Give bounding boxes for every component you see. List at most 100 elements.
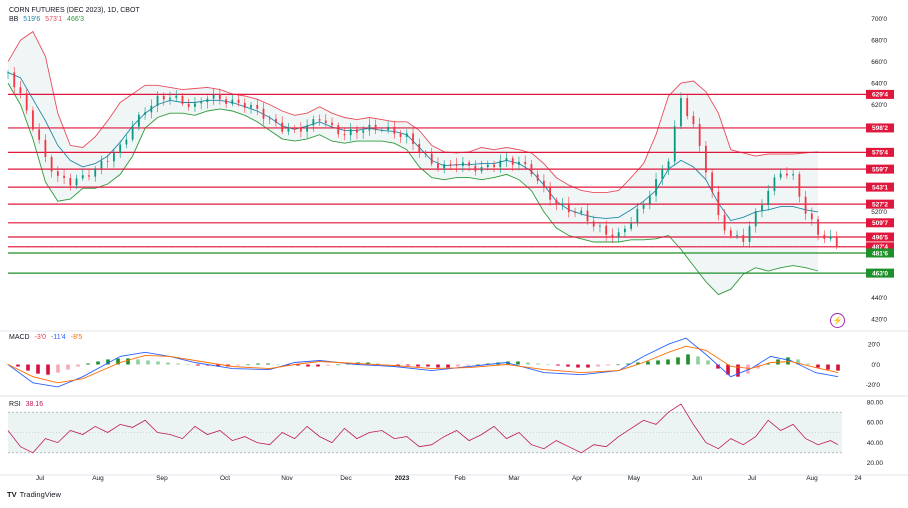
candle[interactable]: [262, 102, 265, 125]
candle[interactable]: [256, 98, 259, 116]
candle[interactable]: [655, 172, 657, 203]
candle[interactable]: [798, 171, 801, 203]
candle[interactable]: [511, 155, 514, 172]
candle[interactable]: [119, 140, 122, 159]
candle[interactable]: [605, 220, 608, 242]
candle[interactable]: [225, 96, 227, 108]
candle[interactable]: [792, 169, 795, 181]
candle[interactable]: [231, 94, 234, 107]
candle[interactable]: [32, 106, 34, 132]
candle[interactable]: [630, 217, 633, 232]
candle[interactable]: [331, 117, 333, 128]
candle[interactable]: [493, 160, 495, 172]
candle[interactable]: [424, 150, 427, 158]
candle[interactable]: [717, 185, 720, 221]
candle[interactable]: [648, 190, 651, 210]
candle[interactable]: [250, 101, 252, 114]
candle[interactable]: [156, 91, 159, 113]
candle[interactable]: [704, 141, 707, 179]
candle[interactable]: [599, 223, 601, 233]
candle[interactable]: [761, 199, 763, 218]
candle[interactable]: [324, 114, 327, 127]
candle[interactable]: [243, 98, 246, 113]
candle[interactable]: [94, 165, 97, 182]
candle[interactable]: [169, 91, 171, 105]
candle[interactable]: [586, 204, 589, 225]
candle[interactable]: [736, 230, 738, 240]
candle[interactable]: [368, 118, 371, 136]
candle[interactable]: [362, 126, 365, 139]
candle[interactable]: [162, 92, 165, 106]
candle[interactable]: [374, 119, 377, 135]
candle[interactable]: [443, 160, 446, 174]
candle[interactable]: [299, 122, 302, 138]
candle[interactable]: [723, 209, 726, 235]
candle[interactable]: [218, 88, 221, 105]
candle[interactable]: [38, 123, 41, 144]
candle[interactable]: [312, 115, 315, 132]
candle[interactable]: [100, 155, 103, 175]
candle[interactable]: [486, 160, 489, 171]
candle[interactable]: [306, 119, 308, 138]
candle[interactable]: [754, 208, 757, 233]
candle[interactable]: [810, 207, 813, 226]
rsi-pane[interactable]: [7, 403, 842, 454]
candle[interactable]: [549, 181, 552, 206]
candle[interactable]: [617, 227, 620, 243]
candle[interactable]: [623, 225, 626, 237]
candle[interactable]: [137, 112, 140, 131]
candle[interactable]: [536, 170, 539, 185]
candle[interactable]: [673, 120, 676, 166]
candle[interactable]: [592, 215, 595, 232]
candle[interactable]: [200, 97, 203, 110]
candle[interactable]: [144, 107, 146, 120]
candle[interactable]: [318, 114, 321, 126]
candle[interactable]: [88, 169, 90, 181]
candle[interactable]: [823, 230, 826, 244]
candle[interactable]: [779, 169, 782, 181]
candle[interactable]: [748, 221, 751, 248]
candle[interactable]: [518, 156, 520, 171]
candle[interactable]: [437, 157, 439, 172]
candle[interactable]: [692, 111, 695, 129]
candle[interactable]: [7, 70, 9, 79]
candle[interactable]: [131, 120, 134, 142]
candle[interactable]: [287, 123, 290, 136]
candle[interactable]: [580, 207, 583, 216]
price-pane[interactable]: 629'4 598'2 575'4 559'7 543'1 527'2 509'7 496'5…: [7, 30, 894, 296]
candle[interactable]: [505, 152, 508, 168]
candle[interactable]: [555, 197, 558, 211]
candle[interactable]: [686, 95, 689, 120]
candle[interactable]: [530, 159, 533, 177]
candle[interactable]: [268, 115, 271, 125]
candle[interactable]: [125, 133, 128, 149]
candle[interactable]: [767, 184, 770, 211]
candle[interactable]: [698, 117, 701, 152]
candle[interactable]: [387, 121, 390, 134]
candle[interactable]: [574, 207, 576, 218]
candle[interactable]: [474, 160, 477, 176]
candle[interactable]: [567, 196, 570, 218]
candle[interactable]: [667, 158, 670, 176]
candle[interactable]: [661, 164, 664, 186]
candle[interactable]: [212, 88, 215, 105]
candle[interactable]: [680, 92, 682, 129]
candle[interactable]: [337, 122, 340, 138]
candle[interactable]: [773, 174, 776, 196]
candle[interactable]: [412, 127, 414, 151]
candle[interactable]: [150, 99, 153, 119]
candle[interactable]: [81, 169, 84, 181]
candle[interactable]: [455, 157, 458, 173]
candle[interactable]: [380, 127, 383, 133]
candle[interactable]: [524, 155, 527, 169]
tradingview-logo[interactable]: TV TradingView: [7, 490, 61, 499]
candle[interactable]: [742, 228, 745, 247]
candle[interactable]: [13, 66, 16, 94]
candle[interactable]: [542, 174, 545, 193]
candle[interactable]: [181, 92, 184, 107]
candle[interactable]: [56, 165, 59, 183]
candle[interactable]: [349, 123, 352, 142]
candle[interactable]: [237, 93, 240, 107]
candle[interactable]: [19, 80, 22, 99]
candle[interactable]: [69, 173, 72, 191]
